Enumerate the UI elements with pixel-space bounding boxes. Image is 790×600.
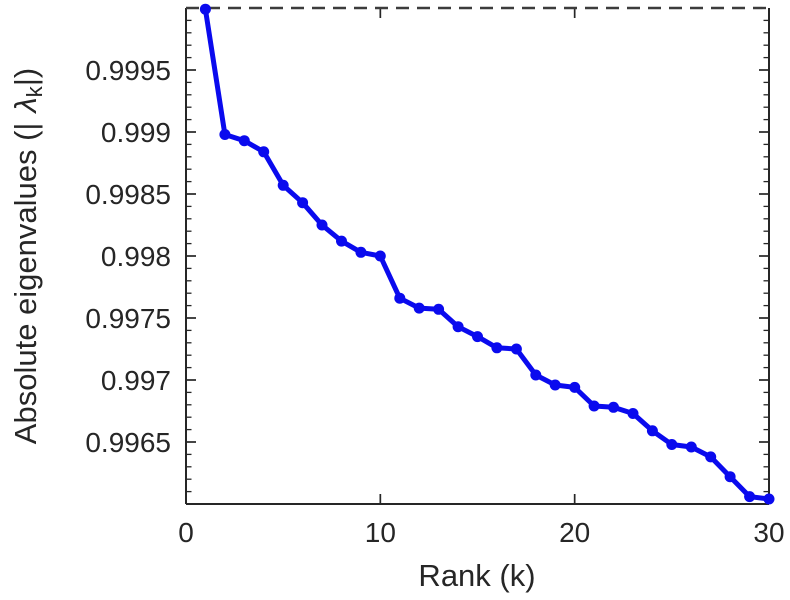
data-point-marker [452,321,464,333]
data-point-marker [627,408,639,419]
data-point-marker [238,135,250,147]
x-axis-label: Rank (k) [418,558,536,593]
data-point-marker [297,197,309,209]
data-point-marker [277,179,289,191]
y-tick-label: 0.999 [101,117,171,148]
data-point-marker [608,401,619,413]
data-point-marker [336,235,347,247]
y-tick-label: 0.9975 [85,303,171,334]
data-point-marker [646,425,658,437]
y-axis-label-text: Absolute eigenvalues (| [8,122,43,445]
data-point-marker [530,369,542,381]
data-point-marker [763,493,775,505]
lambda-subscript: k [22,86,48,98]
x-tick-label: 30 [753,517,784,548]
lambda-symbol: λ [8,97,43,113]
data-point-marker [666,439,678,450]
data-point-marker [413,302,425,314]
y-tick-label: 0.9995 [85,55,171,86]
data-point-marker [258,146,270,158]
data-point-marker [724,471,736,483]
x-tick-label: 10 [365,517,396,548]
data-point-marker [374,250,386,262]
data-point-marker [472,331,483,343]
data-point-marker [588,400,600,412]
data-point-marker [705,451,717,463]
data-point-marker [510,343,522,355]
y-axis-label: Absolute eigenvalues (| λk|) [8,67,48,445]
data-point-marker [491,342,503,354]
data-point-marker [433,303,445,315]
x-tick-label: 20 [559,517,590,548]
y-tick-label: 0.998 [101,241,171,272]
data-point-marker [355,246,367,258]
data-point-marker [316,219,328,231]
y-axis-label-close: |) [8,67,43,87]
data-point-marker [199,3,211,15]
y-tick-label: 0.997 [101,365,171,396]
y-tick-label: 0.9965 [85,427,171,458]
y-tick-label: 0.9985 [85,179,171,210]
x-tick-label: 0 [178,517,194,548]
data-point-marker [685,441,697,453]
data-point-marker [219,129,231,140]
eigenvalue-line [202,6,772,502]
data-point-marker [744,491,756,503]
data-point-marker [549,379,561,391]
data-point-marker [394,292,406,304]
data-point-marker [569,381,581,393]
